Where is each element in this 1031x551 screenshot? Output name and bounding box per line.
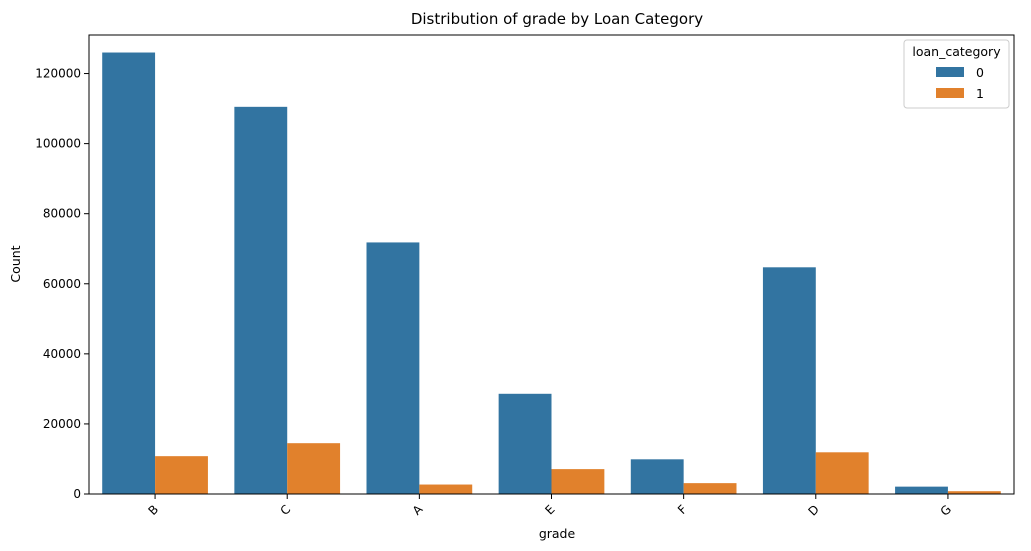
bar-G-series-1 [947,491,1001,494]
y-tick-label: 60000 [43,277,81,291]
y-tick-label: 120000 [35,67,81,81]
bar-A-series-1 [419,484,473,494]
bar-A-series-0 [366,242,420,494]
y-tick-label: 40000 [43,347,81,361]
chart-title: Distribution of grade by Loan Category [411,10,703,28]
x-tick-label: D [805,502,821,518]
bar-G-series-0 [895,486,948,494]
bars-group [102,52,1001,495]
legend-title: loan_category [912,44,1001,59]
bar-D-series-0 [762,267,816,494]
bar-F-series-0 [630,459,684,494]
bar-B-series-1 [155,456,208,494]
y-tick-label: 20000 [43,417,81,431]
x-tick-label: B [145,502,161,518]
y-axis: 0 20000 40000 60000 80000 100000 120000 [35,67,89,501]
y-tick-label: 80000 [43,207,81,221]
y-tick-label: 100000 [35,137,81,151]
x-tick-label: E [542,502,557,517]
bar-C-series-0 [234,106,288,494]
bar-D-series-1 [815,452,869,494]
legend-swatch-0 [936,67,964,77]
x-tick-label: A [410,502,426,518]
y-tick-label: 0 [73,487,81,501]
x-tick-label: G [938,502,954,518]
bar-C-series-1 [287,443,341,494]
bar-E-series-1 [551,469,605,494]
y-axis-label: Count [8,245,23,282]
plot-frame [88,34,1015,495]
x-tick-label: C [278,502,294,518]
bar-B-series-0 [102,52,156,495]
legend: loan_category 0 1 [903,39,1010,109]
x-tick-label: F [675,502,690,517]
legend-label-0: 0 [976,65,984,80]
legend-swatch-1 [936,88,964,98]
legend-label-1: 1 [976,86,984,101]
x-axis-label: grade [539,526,576,541]
bar-F-series-1 [683,483,737,494]
bar-E-series-0 [498,393,552,494]
